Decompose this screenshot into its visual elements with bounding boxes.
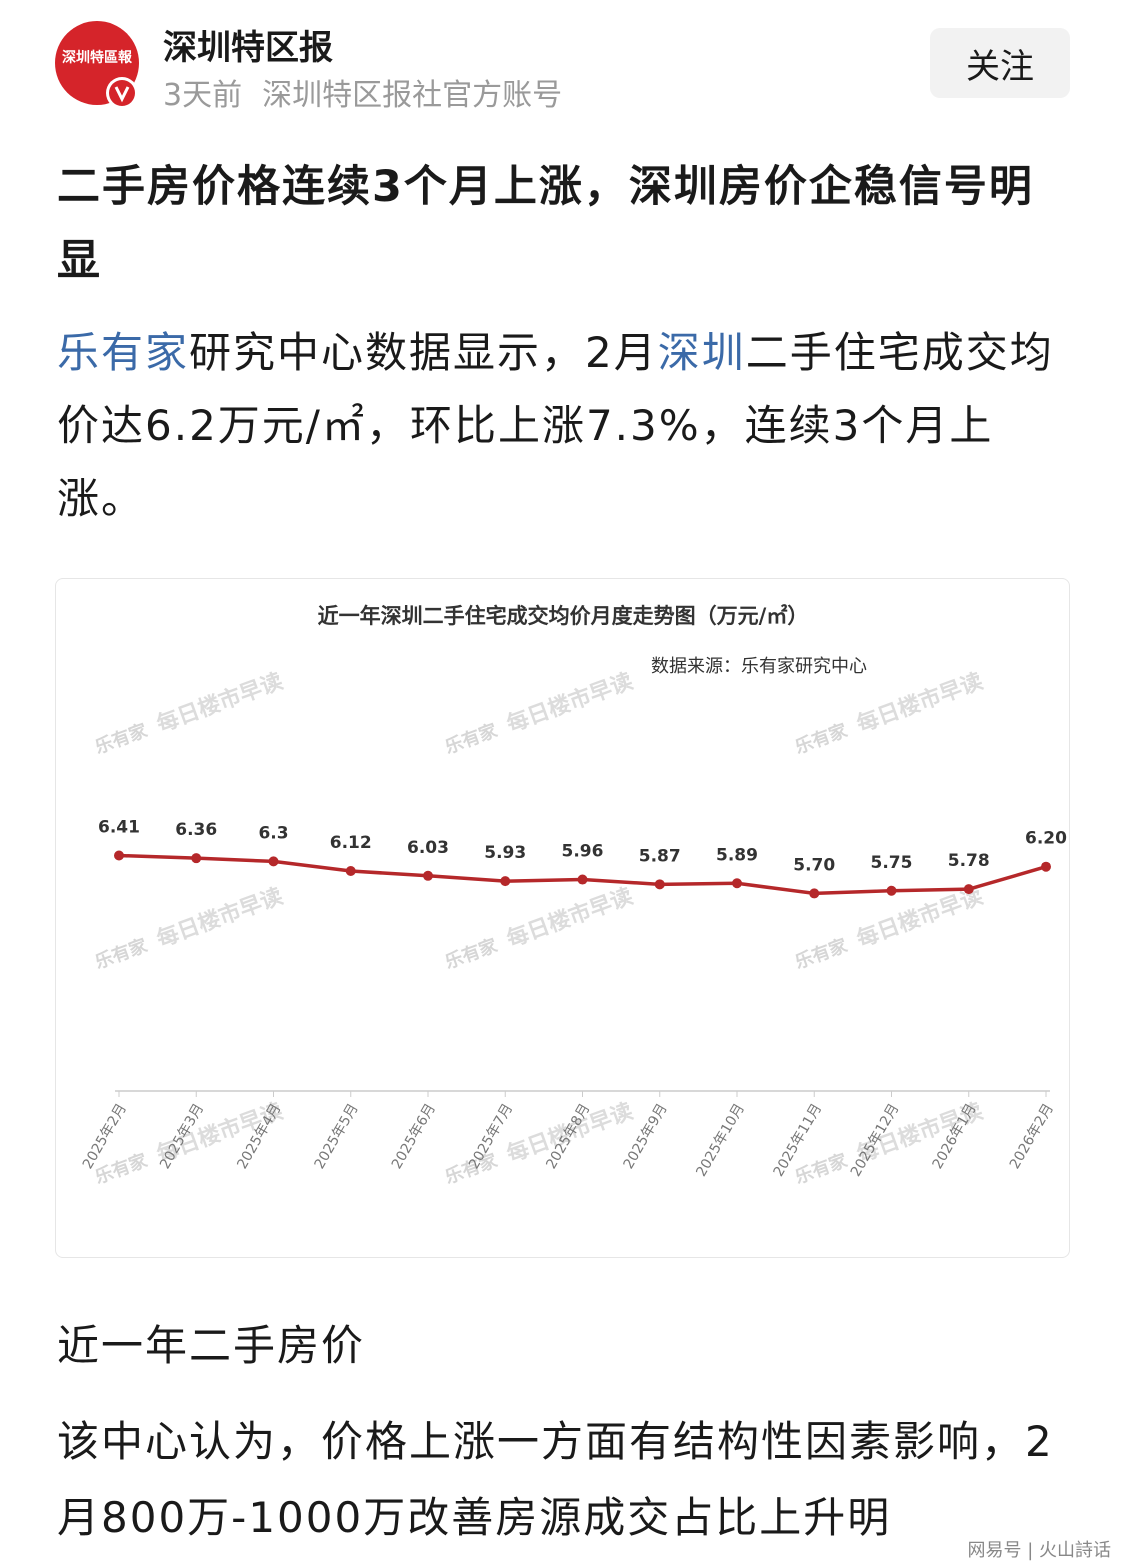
- value-label: 5.75: [871, 853, 913, 873]
- point: [500, 876, 511, 887]
- value-label: 5.78: [948, 851, 990, 871]
- chart-source: 数据来源：乐有家研究中心: [651, 656, 867, 677]
- caption: 近一年二手房价: [57, 1321, 366, 1370]
- verified-mark: [114, 86, 130, 103]
- watermark-text: 每日楼市早读: [853, 883, 986, 953]
- point: [423, 870, 433, 881]
- text-run: 研究中心数据显示，2月: [189, 328, 658, 377]
- point: [963, 884, 974, 895]
- point: [191, 853, 202, 864]
- x-tick-label: 2025年6月: [389, 1101, 439, 1172]
- point: [345, 865, 356, 876]
- point: [732, 878, 742, 889]
- point: [1041, 861, 1051, 872]
- watermark-text: 每日楼市早读: [153, 668, 286, 738]
- watermark-brand: 乐有家: [792, 1149, 851, 1188]
- chart: 近一年深圳二手住宅成交均价月度走势图（万元/㎡）数据来源：乐有家研究中心乐有家每…: [80, 604, 1067, 1188]
- account-name[interactable]: 深圳特区报: [163, 28, 333, 68]
- watermark-brand: 乐有家: [92, 934, 151, 973]
- x-tick-label: 2025年10月: [693, 1101, 748, 1180]
- post-time: 3天前: [163, 78, 243, 113]
- watermark-brand: 乐有家: [792, 719, 851, 758]
- value-label: 6.41: [98, 818, 140, 838]
- value-label: 6.20: [1025, 829, 1067, 849]
- point: [114, 850, 124, 861]
- x-tick-label: 2025年5月: [312, 1101, 362, 1172]
- verified-badge-inner: [109, 80, 135, 106]
- watermark-brand: 乐有家: [792, 934, 851, 973]
- point: [886, 885, 897, 896]
- chart-card: 近一年深圳二手住宅成交均价月度走势图（万元/㎡） 数据来源：乐有家研究中心 乐有家每…: [55, 578, 1070, 1258]
- value-label: 5.89: [716, 845, 758, 865]
- value-label: 5.96: [562, 842, 604, 862]
- paragraph: 乐有家研究中心数据显示，2月深圳二手住宅成交均价达6.2万元/㎡，环比上涨7.3…: [57, 316, 1067, 535]
- link[interactable]: 乐有家: [57, 328, 190, 377]
- watermark-text: 每日楼市早读: [853, 668, 986, 738]
- value-label: 5.87: [639, 846, 681, 866]
- point: [809, 888, 820, 899]
- chart-title: 近一年深圳二手住宅成交均价月度走势图（万元/㎡）: [318, 604, 809, 628]
- article-title: 二手房价格连续3个月上涨，深圳房价企稳信号明显: [57, 162, 1034, 286]
- follow-button[interactable]: 关注: [930, 28, 1070, 98]
- value-label: 5.93: [484, 843, 526, 863]
- link[interactable]: 深圳: [657, 328, 746, 377]
- value-label: 6.3: [258, 823, 288, 843]
- x-tick-label: 2026年2月: [1007, 1101, 1057, 1172]
- watermark-text: 每日楼市早读: [153, 883, 286, 953]
- logo-text: 深圳特區報: [62, 49, 133, 66]
- watermark-text: 每日楼市早读: [503, 883, 636, 953]
- point: [654, 879, 665, 890]
- avatar: 深圳特區報: [55, 21, 139, 109]
- point: [577, 874, 588, 885]
- footer-watermark: 网易号 | 火山詩话: [967, 1540, 1111, 1561]
- watermark-brand: 乐有家: [92, 719, 151, 758]
- value-label: 5.70: [793, 855, 835, 875]
- value-label: 6.12: [330, 833, 372, 853]
- paragraph: 该中心认为，价格上涨一方面有结构性因素影响，2月800万-1000万改善房源成交…: [57, 1417, 1054, 1542]
- watermark-brand: 乐有家: [442, 934, 501, 973]
- meta: 3天前 深圳特区报社官方账号: [163, 70, 562, 114]
- account-desc: 深圳特区报社官方账号: [262, 78, 563, 113]
- watermark-brand: 乐有家: [442, 719, 501, 758]
- point: [268, 856, 279, 867]
- text-run: 二手住宅成交均价达6.2万元/㎡，环比上涨7.3%，连续3个月上涨。: [57, 328, 1054, 523]
- value-label: 6.03: [407, 838, 449, 858]
- value-label: 6.36: [175, 820, 217, 840]
- watermark-text: 每日楼市早读: [503, 668, 636, 738]
